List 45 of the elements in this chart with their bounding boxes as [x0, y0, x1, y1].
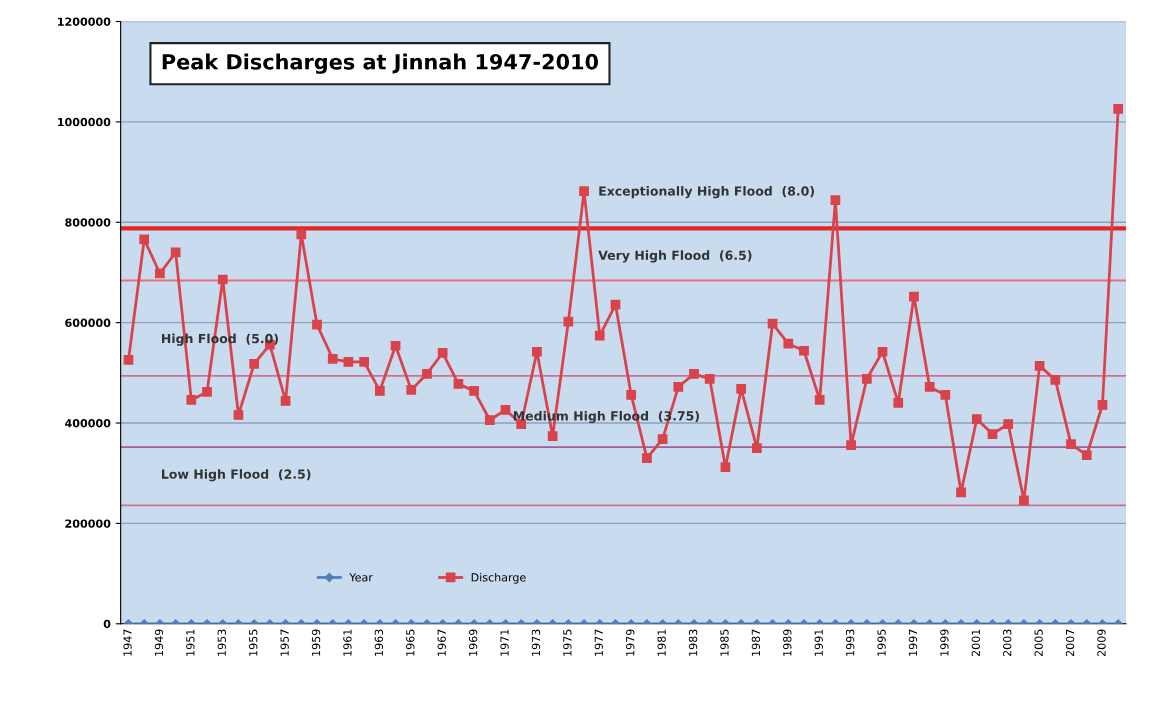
x-tick-label: 1969 [468, 629, 478, 656]
x-tick-label: 1981 [657, 629, 666, 656]
x-tick-label: 1999 [940, 629, 949, 656]
x-tick-label: 1965 [406, 629, 415, 656]
x-tick-label: 1947 [123, 629, 132, 656]
x-tick-label: 1985 [720, 629, 729, 656]
x-tick-label: 2001 [971, 629, 981, 657]
text: Peak Discharges at Jinnah 1947-2010 [162, 53, 599, 74]
x-tick-label: 1979 [626, 629, 635, 656]
x-tick-label: 1963 [374, 629, 384, 656]
x-tick-label: 1953 [217, 629, 226, 656]
x-tick-label: 1961 [343, 629, 352, 656]
y-tick-label: 0 [103, 619, 111, 629]
x-tick-label: 1957 [280, 629, 289, 656]
ref-line-label: Very High Flood (6.5) [598, 250, 752, 263]
x-tick-label: 1967 [437, 629, 446, 656]
x-tick-label: 1997 [908, 629, 918, 656]
y-tick-label: 1000000 [58, 117, 111, 127]
x-tick-label: 1993 [845, 629, 855, 656]
x-tick-label: 1951 [186, 629, 195, 656]
x-tick-label: 2003 [1003, 629, 1012, 657]
x-tick-label: 2007 [1065, 629, 1075, 657]
x-tick-label: 1989 [783, 629, 792, 656]
y-tick-label: 400000 [65, 419, 111, 428]
y-tick-label: 200000 [65, 519, 111, 528]
legend-label: Year [349, 573, 373, 582]
x-tick-label: 1949 [154, 629, 164, 656]
y-tick-label: 600000 [65, 318, 111, 328]
x-tick-label: 2009 [1097, 629, 1106, 657]
x-tick-label: 1955 [248, 629, 258, 656]
x-tick-label: 2005 [1034, 629, 1043, 657]
x-tick-label: 1975 [563, 629, 572, 656]
x-tick-label: 1987 [751, 629, 761, 656]
x-tick-label: 1959 [311, 629, 321, 656]
x-tick-label: 1991 [814, 629, 823, 656]
x-tick-label: 1971 [500, 629, 509, 656]
x-tick-label: 1973 [531, 629, 541, 656]
x-tick-label: 1977 [594, 629, 603, 656]
legend-label: Discharge [471, 572, 526, 584]
x-tick-label: 1995 [877, 629, 886, 656]
ref-line-label: Low High Flood (2.5) [162, 469, 311, 482]
y-tick-label: 800000 [65, 218, 111, 227]
ref-line-label: Exceptionally High Flood (8.0) [599, 186, 814, 199]
x-tick-label: 1983 [688, 629, 698, 656]
y-tick-label: 1200000 [58, 17, 111, 26]
